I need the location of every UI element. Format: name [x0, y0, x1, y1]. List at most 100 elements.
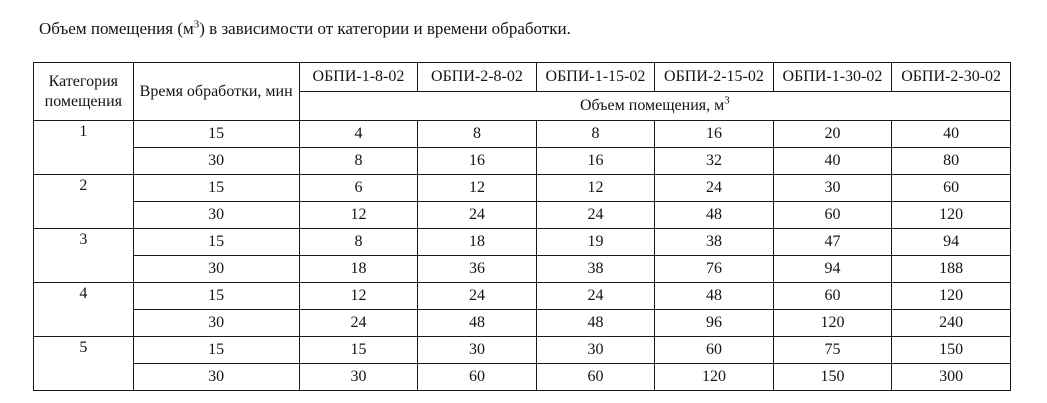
volume-value-cell: 40: [772, 147, 893, 175]
page-title-text-after: ) в зависимости от категории и времени о…: [199, 19, 571, 38]
volume-value-cell: 15: [298, 336, 419, 364]
time-cell: 15: [132, 336, 300, 364]
volume-value-cell: 8: [417, 120, 537, 148]
time-cell: 30: [132, 309, 300, 337]
category-cell: 1: [33, 120, 134, 175]
time-column-header: Время обработки, мин: [132, 62, 300, 121]
volume-value-cell: 30: [772, 174, 893, 202]
table-row: 2 15 6 12 12 24 30 60: [33, 174, 1011, 229]
volume-value-cell: 76: [654, 255, 774, 283]
volume-subheader: Объем помещения, м3: [298, 91, 1012, 121]
volume-value-cell: 24: [535, 282, 656, 310]
time-cell: 30: [132, 201, 300, 229]
table-header: Категория помещения Время обработки, мин…: [33, 62, 1012, 121]
volume-value-cell: 30: [535, 336, 656, 364]
volume-value-cell: 18: [298, 255, 419, 283]
table-row: 30 30 60 60 120 150 300: [34, 363, 1011, 391]
volume-value-cell: 30: [417, 336, 537, 364]
page-title-text: Объем помещения (м: [39, 19, 194, 38]
volume-value-cell: 12: [417, 174, 537, 202]
volume-value-cell: 30: [298, 363, 419, 391]
time-cell: 15: [132, 282, 300, 310]
category-cell: 3: [33, 228, 134, 283]
volume-value-cell: 24: [417, 282, 537, 310]
table-row: 1 15 4 8 8 16 20 40: [33, 120, 1011, 175]
volume-value-cell: 8: [298, 228, 419, 256]
volume-value-cell: 60: [772, 282, 893, 310]
table-body: 1 15 4 8 8 16 20 40 30 8 16 16 32 40 80 2 15 6 12 12 24 30 60 3…: [33, 120, 1011, 391]
volume-value-cell: 38: [654, 228, 774, 256]
table-header-row-1: Категория помещения Время обработки, мин…: [33, 62, 1011, 121]
volume-value-cell: 150: [772, 363, 893, 391]
category-cell: 5: [33, 336, 134, 391]
volume-value-cell: 16: [417, 147, 537, 175]
volume-value-cell: 120: [891, 282, 1011, 310]
time-cell: 30: [132, 147, 300, 175]
volume-value-cell: 94: [891, 228, 1011, 256]
product-column-header-obpi-1-30-02: ОБПИ-1-30-02: [772, 62, 893, 92]
product-column-header-obpi-2-30-02: ОБПИ-2-30-02: [891, 62, 1011, 92]
volume-value-cell: 18: [417, 228, 537, 256]
volume-value-cell: 4: [298, 120, 419, 148]
table-row: 30 12 24 24 48 60 120: [34, 201, 1011, 229]
volume-value-cell: 12: [298, 201, 419, 229]
volume-value-cell: 24: [298, 309, 419, 337]
volume-value-cell: 60: [535, 363, 656, 391]
volume-value-cell: 16: [654, 120, 774, 148]
category-column-header: Категория помещения: [33, 62, 134, 121]
volume-value-cell: 60: [417, 363, 537, 391]
product-column-header-obpi-1-15-02: ОБПИ-1-15-02: [535, 62, 656, 92]
volume-value-cell: 24: [535, 201, 656, 229]
volume-value-cell: 12: [535, 174, 656, 202]
volume-value-cell: 12: [298, 282, 419, 310]
time-cell: 30: [132, 363, 300, 391]
volume-value-cell: 48: [654, 282, 774, 310]
volume-value-cell: 60: [654, 336, 774, 364]
volume-value-cell: 94: [772, 255, 893, 283]
volume-value-cell: 20: [772, 120, 893, 148]
volume-value-cell: 24: [654, 174, 774, 202]
volume-value-cell: 150: [891, 336, 1011, 364]
volume-value-cell: 47: [772, 228, 893, 256]
volume-value-cell: 120: [654, 363, 774, 391]
volume-value-cell: 32: [654, 147, 774, 175]
volume-value-cell: 120: [891, 201, 1011, 229]
volume-table: Категория помещения Время обработки, мин…: [33, 62, 1012, 391]
time-cell: 30: [132, 255, 300, 283]
volume-value-cell: 36: [417, 255, 537, 283]
volume-value-cell: 40: [891, 120, 1011, 148]
volume-value-cell: 8: [535, 120, 656, 148]
product-column-header-obpi-2-8-02: ОБПИ-2-8-02: [417, 62, 537, 92]
volume-value-cell: 24: [417, 201, 537, 229]
volume-value-cell: 48: [535, 309, 656, 337]
volume-value-cell: 80: [891, 147, 1011, 175]
category-cell: 2: [33, 174, 134, 229]
table-header-row-2: Объем помещения, м3: [34, 91, 1012, 121]
product-column-header-obpi-1-8-02: ОБПИ-1-8-02: [298, 62, 419, 92]
volume-value-cell: 300: [891, 363, 1011, 391]
table-row: 3 15 8 18 19 38 47 94: [33, 228, 1011, 283]
time-cell: 15: [132, 228, 300, 256]
volume-value-cell: 8: [298, 147, 419, 175]
category-cell: 4: [33, 282, 134, 337]
table-row: 30 8 16 16 32 40 80: [34, 147, 1011, 175]
volume-value-cell: 60: [891, 174, 1011, 202]
volume-value-cell: 188: [891, 255, 1011, 283]
volume-value-cell: 240: [891, 309, 1011, 337]
table-row: 5 15 15 30 30 60 75 150: [33, 336, 1011, 391]
time-cell: 15: [132, 120, 300, 148]
volume-value-cell: 48: [654, 201, 774, 229]
volume-subheader-superscript: 3: [724, 94, 730, 107]
volume-subheader-text: Объем помещения, м: [579, 97, 725, 114]
volume-value-cell: 48: [417, 309, 537, 337]
volume-value-cell: 75: [772, 336, 893, 364]
volume-value-cell: 96: [654, 309, 774, 337]
volume-value-cell: 19: [535, 228, 656, 256]
time-cell: 15: [132, 174, 300, 202]
page-title-superscript: 3: [193, 18, 200, 31]
volume-value-cell: 16: [535, 147, 656, 175]
product-column-header-obpi-2-15-02: ОБПИ-2-15-02: [654, 62, 774, 92]
volume-value-cell: 38: [535, 255, 656, 283]
table-row: 30 18 36 38 76 94 188: [34, 255, 1011, 283]
